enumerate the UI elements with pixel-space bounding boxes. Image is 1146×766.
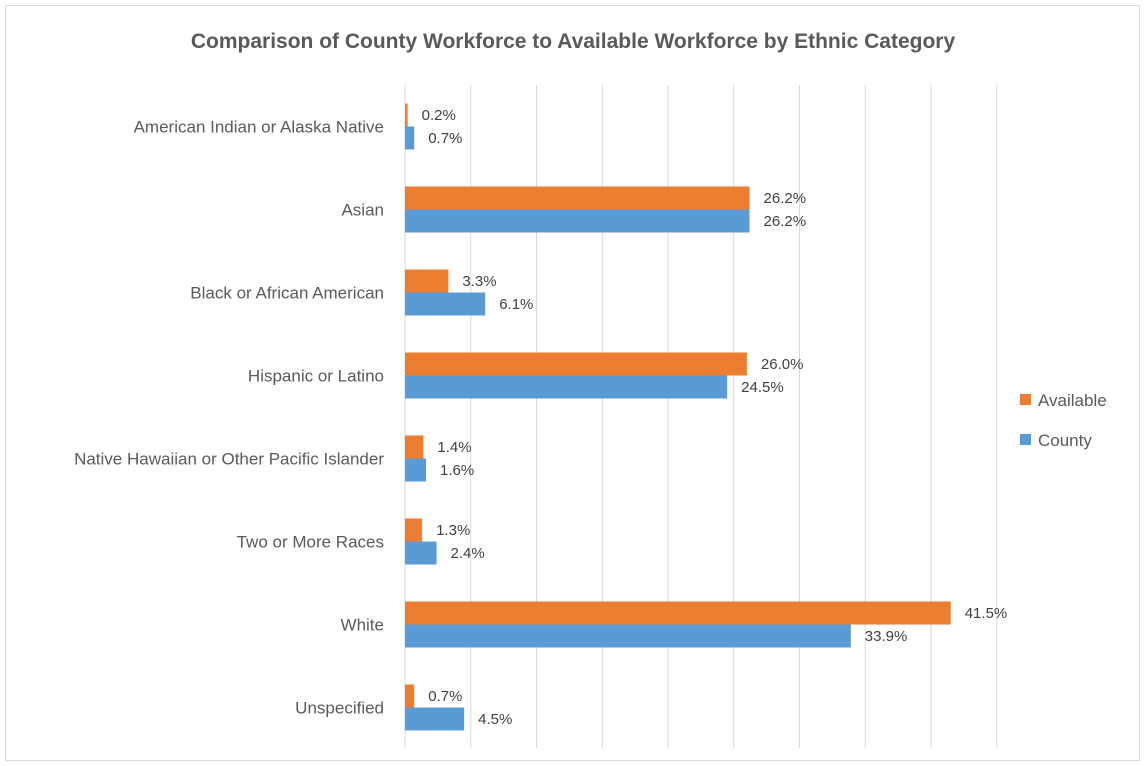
data-label: 1.3%: [436, 522, 470, 539]
chart-title: Comparison of County Workforce to Availa…: [190, 30, 956, 53]
data-label: 0.7%: [428, 688, 462, 705]
data-label: 1.6%: [440, 462, 474, 479]
category-label: Black or African American: [190, 284, 384, 303]
category-label: Asian: [341, 201, 384, 220]
bar-available: [405, 601, 951, 625]
legend-label-county: County: [1038, 431, 1092, 450]
gridlines: [404, 85, 998, 748]
data-label: 0.7%: [428, 130, 462, 147]
data-label: 33.9%: [865, 628, 908, 645]
data-label: 1.4%: [437, 439, 471, 456]
bar-available: [405, 435, 424, 459]
data-label: 2.4%: [451, 545, 485, 562]
legend-label-available: Available: [1038, 391, 1107, 410]
bar-county: [405, 375, 728, 399]
data-label: 0.2%: [422, 107, 456, 124]
legend: Available County: [1020, 391, 1107, 450]
bar-available: [405, 518, 423, 542]
data-label: 26.0%: [761, 356, 804, 373]
category-label: Two or More Races: [237, 533, 384, 552]
data-label: 6.1%: [499, 296, 533, 313]
category-label: Unspecified: [295, 699, 384, 718]
bar-county: [405, 458, 427, 482]
data-label: 3.3%: [462, 273, 496, 290]
legend-swatch-county: [1020, 434, 1031, 445]
data-label: 4.5%: [478, 711, 512, 728]
data-label: 26.2%: [764, 190, 807, 207]
bar-county: [405, 541, 437, 565]
data-label: 41.5%: [965, 605, 1008, 622]
bar-county: [405, 209, 750, 233]
bar-county: [405, 707, 465, 731]
bar-available: [405, 186, 750, 210]
labels: American Indian or Alaska Native 0.2% 0.7%…: [74, 107, 1007, 728]
data-label: 26.2%: [764, 213, 807, 230]
bars: [405, 103, 951, 731]
legend-swatch-available: [1020, 394, 1031, 405]
category-label: Native Hawaiian or Other Pacific Islande…: [74, 450, 384, 469]
bar-county: [405, 126, 415, 150]
bar-available: [405, 103, 408, 127]
category-label: Hispanic or Latino: [248, 367, 384, 386]
category-label: American Indian or Alaska Native: [134, 118, 384, 137]
bar-available: [405, 269, 449, 293]
bar-county: [405, 292, 486, 316]
data-label: 24.5%: [741, 379, 784, 396]
bar-available: [405, 352, 747, 376]
bar-county: [405, 624, 851, 648]
category-label: White: [341, 616, 384, 635]
bar-available: [405, 684, 415, 708]
